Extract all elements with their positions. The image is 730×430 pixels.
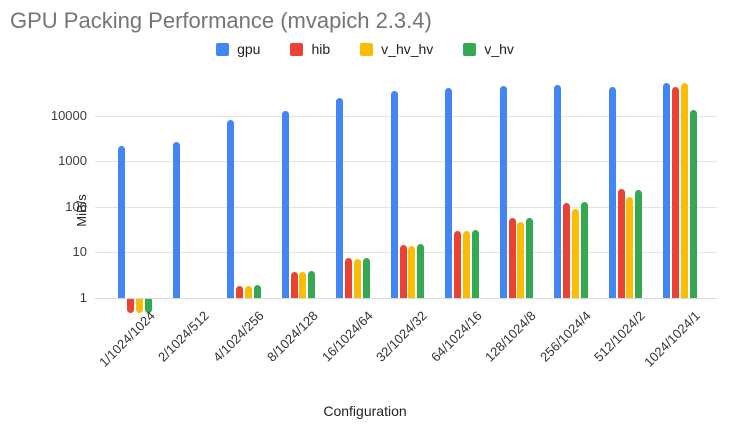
bar-hib-8/1024/128[interactable] — [290, 271, 298, 298]
y-tick-label: 1000 — [58, 153, 87, 169]
bar-v_hv-4/1024/256[interactable] — [253, 285, 261, 298]
bar-v_hv-16/1024/64[interactable] — [362, 257, 370, 298]
chart-legend: gpu hib v_hv_hv v_hv — [0, 41, 730, 57]
gridline — [95, 298, 717, 299]
bar-gpu-64/1024/16[interactable] — [445, 87, 453, 298]
bar-v_hv_hv-4/1024/256[interactable] — [244, 286, 252, 298]
x-axis-title: Configuration — [323, 403, 407, 419]
bar-hib-128/1024/8[interactable] — [508, 218, 516, 298]
legend-item-gpu[interactable]: gpu — [216, 41, 260, 57]
bar-v_hv-1024/1024/1[interactable] — [689, 110, 697, 298]
bar-gpu-16/1024/64[interactable] — [336, 98, 344, 298]
x-tick-label: 32/1024/32 — [373, 308, 431, 365]
x-tick-label: 128/1024/8 — [482, 308, 540, 365]
bar-v_hv_hv-128/1024/8[interactable] — [517, 221, 525, 298]
y-tick-label: 100 — [65, 198, 87, 214]
plot-area: MiB/s 1 10 100 1000 10000 1/1024/1024 2/1024/51… — [51, 75, 717, 370]
bar-gpu-512/1024/2[interactable] — [608, 86, 616, 298]
legend-swatch-hib — [290, 42, 304, 56]
legend-item-v_hv_hv[interactable]: v_hv_hv — [360, 41, 433, 57]
bar-v_hv_hv-256/1024/4[interactable] — [571, 208, 579, 298]
bar-v_hv_hv-16/1024/64[interactable] — [353, 258, 361, 298]
bar-v_hv_hv-512/1024/2[interactable] — [626, 196, 634, 298]
x-tick-label: 4/1024/256 — [209, 308, 267, 365]
bar-v_hv_hv-64/1024/16[interactable] — [462, 231, 470, 298]
gridline — [95, 206, 717, 208]
bar-v_hv-64/1024/16[interactable] — [471, 230, 479, 298]
y-tick-label: 10000 — [50, 107, 87, 123]
bar-hib-512/1024/2[interactable] — [617, 188, 625, 298]
bar-gpu-128/1024/8[interactable] — [499, 85, 507, 298]
bar-v_hv-1/1024/1024[interactable] — [144, 299, 152, 313]
bar-hib-256/1024/4[interactable] — [563, 203, 571, 298]
chart-title: GPU Packing Performance (mvapich 2.3.4) — [10, 8, 432, 33]
bar-v_hv-128/1024/8[interactable] — [526, 218, 534, 298]
y-tick-label: 10 — [72, 244, 87, 260]
legend-item-hib[interactable]: hib — [290, 41, 330, 57]
legend-swatch-v_hv — [463, 42, 477, 56]
x-tick-label: 2/1024/512 — [155, 308, 213, 365]
bar-gpu-8/1024/128[interactable] — [281, 111, 289, 298]
bar-v_hv-512/1024/2[interactable] — [635, 190, 643, 298]
legend-swatch-gpu — [216, 42, 230, 56]
bar-gpu-1024/1024/1[interactable] — [663, 83, 671, 298]
x-tick-label: 512/1024/2 — [591, 308, 649, 365]
bar-gpu-256/1024/4[interactable] — [554, 84, 562, 298]
bar-v_hv-32/1024/32[interactable] — [417, 244, 425, 298]
bar-hib-1024/1024/1[interactable] — [672, 87, 680, 298]
x-tick-label: 8/1024/128 — [264, 308, 322, 365]
legend-label: v_hv — [484, 41, 514, 57]
bar-v_hv_hv-1024/1024/1[interactable] — [680, 82, 688, 298]
bar-v_hv-256/1024/4[interactable] — [580, 202, 588, 298]
y-tick-label: 1 — [79, 290, 87, 305]
bar-gpu-4/1024/256[interactable] — [227, 120, 235, 298]
legend-swatch-v_hv_hv — [360, 42, 374, 56]
x-tick-label: 16/1024/64 — [318, 308, 376, 365]
bar-hib-64/1024/16[interactable] — [454, 230, 462, 298]
bar-v_hv-8/1024/128[interactable] — [308, 271, 316, 298]
legend-item-v_hv[interactable]: v_hv — [463, 41, 514, 57]
gridline — [95, 115, 717, 117]
bar-v_hv_hv-32/1024/32[interactable] — [408, 245, 416, 298]
bar-gpu-2/1024/512[interactable] — [172, 141, 180, 298]
x-tick-label: 64/1024/16 — [427, 308, 485, 365]
x-tick-label: 256/1024/4 — [536, 308, 594, 365]
x-tick-label: 1024/1024/1 — [640, 308, 703, 370]
legend-label: v_hv_hv — [381, 41, 434, 57]
bar-hib-16/1024/64[interactable] — [345, 258, 353, 298]
bar-gpu-32/1024/32[interactable] — [390, 91, 398, 298]
gridline — [95, 161, 717, 163]
bar-gpu-1/1024/1024[interactable] — [118, 145, 126, 298]
bar-v_hv_hv-8/1024/128[interactable] — [299, 272, 307, 298]
x-tick-label: 1/1024/1024 — [95, 308, 158, 370]
bar-hib-32/1024/32[interactable] — [399, 245, 407, 298]
bar-hib-1/1024/1024[interactable] — [127, 299, 135, 313]
bar-hib-4/1024/256[interactable] — [236, 286, 244, 298]
legend-label: gpu — [237, 41, 261, 57]
legend-label: hib — [311, 41, 331, 57]
bar-v_hv_hv-1/1024/1024[interactable] — [135, 299, 143, 313]
